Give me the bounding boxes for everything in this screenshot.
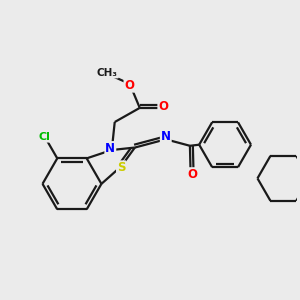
Text: O: O (187, 168, 197, 181)
Text: O: O (158, 100, 168, 113)
Text: N: N (161, 130, 171, 143)
Text: S: S (117, 161, 125, 174)
Text: CH₃: CH₃ (97, 68, 118, 78)
Text: O: O (124, 79, 134, 92)
Text: N: N (105, 142, 115, 155)
Text: Cl: Cl (39, 132, 51, 142)
